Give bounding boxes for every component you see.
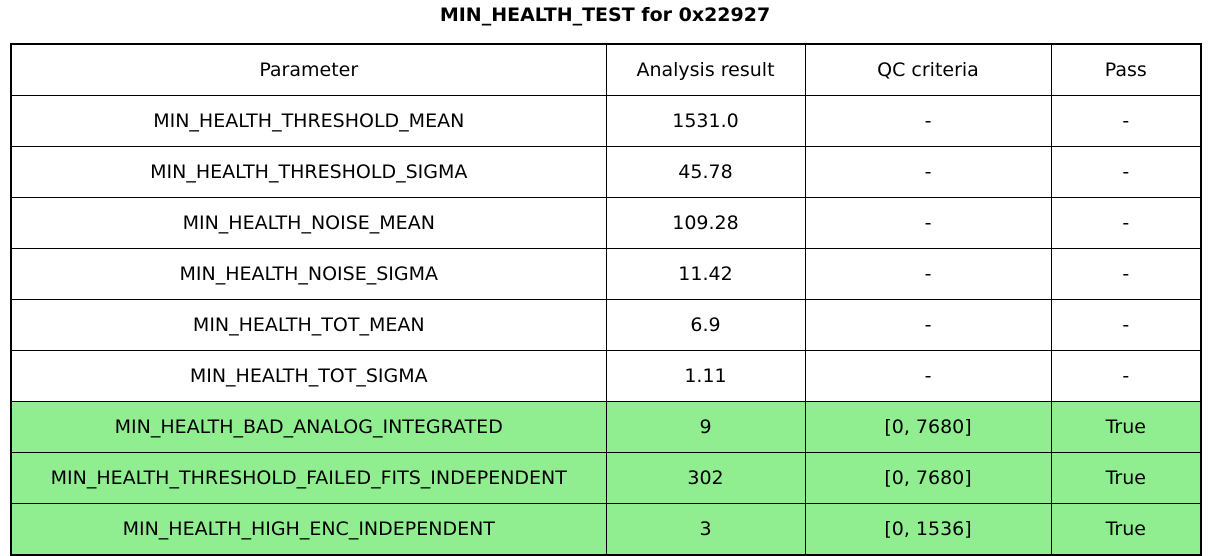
column-header-pass: Pass: [1050, 43, 1202, 96]
analysis-result-cell: 3: [605, 503, 806, 556]
table-row: MIN_HEALTH_BAD_ANALOG_INTEGRATED 9 [0, 7…: [10, 401, 1202, 453]
table-row: MIN_HEALTH_NOISE_MEAN 109.28 - -: [10, 197, 1202, 249]
pass-cell: -: [1050, 146, 1202, 198]
page-title: MIN_HEALTH_TEST for 0x22927: [439, 4, 771, 26]
pass-cell: True: [1050, 452, 1202, 504]
qc-results-table: Parameter Analysis result QC criteria Pa…: [10, 43, 1202, 556]
qc-criteria-cell: -: [804, 95, 1052, 147]
analysis-result-cell: 109.28: [605, 197, 806, 249]
qc-criteria-cell: [0, 7680]: [804, 452, 1052, 504]
table-row: MIN_HEALTH_NOISE_SIGMA 11.42 - -: [10, 248, 1202, 300]
pass-cell: True: [1050, 401, 1202, 453]
qc-criteria-cell: -: [804, 146, 1052, 198]
parameter-cell: MIN_HEALTH_TOT_SIGMA: [10, 350, 607, 402]
qc-criteria-cell: [0, 1536]: [804, 503, 1052, 556]
parameter-cell: MIN_HEALTH_HIGH_ENC_INDEPENDENT: [10, 503, 607, 556]
parameter-cell: MIN_HEALTH_THRESHOLD_FAILED_FITS_INDEPEN…: [10, 452, 607, 504]
column-header-parameter: Parameter: [10, 43, 607, 96]
table-row: MIN_HEALTH_THRESHOLD_SIGMA 45.78 - -: [10, 146, 1202, 198]
pass-cell: -: [1050, 248, 1202, 300]
qc-criteria-cell: [0, 7680]: [804, 401, 1052, 453]
table-row: MIN_HEALTH_THRESHOLD_MEAN 1531.0 - -: [10, 95, 1202, 147]
parameter-cell: MIN_HEALTH_NOISE_MEAN: [10, 197, 607, 249]
table-header-row: Parameter Analysis result QC criteria Pa…: [10, 43, 1202, 96]
parameter-cell: MIN_HEALTH_THRESHOLD_SIGMA: [10, 146, 607, 198]
qc-criteria-cell: -: [804, 299, 1052, 351]
qc-criteria-cell: -: [804, 248, 1052, 300]
table-row: MIN_HEALTH_TOT_SIGMA 1.11 - -: [10, 350, 1202, 402]
parameter-cell: MIN_HEALTH_TOT_MEAN: [10, 299, 607, 351]
analysis-result-cell: 1531.0: [605, 95, 806, 147]
parameter-cell: MIN_HEALTH_NOISE_SIGMA: [10, 248, 607, 300]
analysis-result-cell: 11.42: [605, 248, 806, 300]
table-row: MIN_HEALTH_HIGH_ENC_INDEPENDENT 3 [0, 15…: [10, 503, 1202, 556]
analysis-result-cell: 6.9: [605, 299, 806, 351]
column-header-qc-criteria: QC criteria: [804, 43, 1052, 96]
analysis-result-cell: 1.11: [605, 350, 806, 402]
pass-cell: -: [1050, 197, 1202, 249]
table-row: MIN_HEALTH_TOT_MEAN 6.9 - -: [10, 299, 1202, 351]
analysis-result-cell: 302: [605, 452, 806, 504]
table-row: MIN_HEALTH_THRESHOLD_FAILED_FITS_INDEPEN…: [10, 452, 1202, 504]
analysis-result-cell: 45.78: [605, 146, 806, 198]
analysis-result-cell: 9: [605, 401, 806, 453]
pass-cell: -: [1050, 95, 1202, 147]
pass-cell: -: [1050, 350, 1202, 402]
qc-criteria-cell: -: [804, 350, 1052, 402]
parameter-cell: MIN_HEALTH_THRESHOLD_MEAN: [10, 95, 607, 147]
parameter-cell: MIN_HEALTH_BAD_ANALOG_INTEGRATED: [10, 401, 607, 453]
qc-criteria-cell: -: [804, 197, 1052, 249]
column-header-analysis-result: Analysis result: [605, 43, 806, 96]
pass-cell: -: [1050, 299, 1202, 351]
pass-cell: True: [1050, 503, 1202, 556]
